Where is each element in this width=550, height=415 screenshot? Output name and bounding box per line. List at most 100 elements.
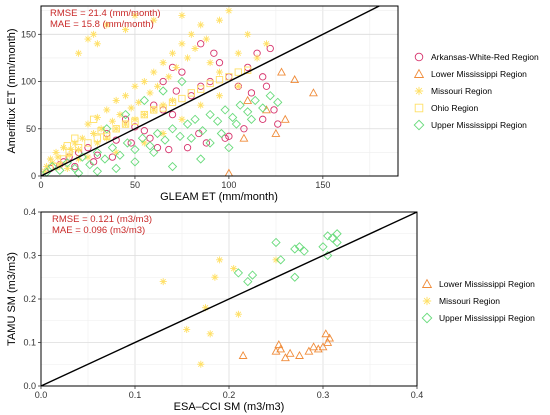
data-point [178, 94, 186, 103]
y-tick-label: 100 [21, 77, 36, 87]
chart-panel-et: 0 50 100 150 0 50 100 150 RMSE = 21.4 (mm/month… [6, 5, 539, 203]
data-point [111, 163, 121, 174]
data-point [127, 139, 135, 147]
data-point [201, 304, 210, 312]
data-point [130, 157, 140, 167]
data-point [46, 155, 54, 163]
data-point [160, 135, 170, 145]
data-point [43, 163, 51, 171]
data-point [178, 11, 186, 19]
data-point [266, 44, 274, 53]
data-point [55, 165, 65, 175]
data-point [253, 54, 261, 62]
data-point [325, 333, 335, 342]
data-point [169, 96, 177, 104]
data-point [233, 268, 244, 278]
mae-annotation-sm: MAE = 0.096 (m3/m3) [52, 225, 145, 236]
data-point [309, 88, 318, 97]
data-point [215, 76, 224, 84]
y-tick-label: 0.0 [23, 381, 36, 391]
x-tick-label: 0.4 [411, 390, 424, 400]
data-point [276, 344, 286, 353]
data-point [165, 73, 173, 81]
data-point [265, 91, 275, 101]
data-point [183, 325, 191, 333]
data-point [103, 134, 111, 142]
data-point [140, 110, 148, 119]
data-point [165, 145, 173, 154]
plot-frame-et [40, 5, 399, 177]
legend-sm: Lower Mississippi Region Missouri Region U… [421, 278, 535, 324]
data-point [186, 133, 196, 143]
y-tick-label: 150 [21, 29, 36, 39]
data-point [211, 273, 219, 281]
data-point [190, 114, 200, 124]
legend-label: Arkansas-White-Red Region [431, 52, 539, 62]
x-tick-label: 50 [130, 180, 140, 190]
data-point [146, 89, 154, 97]
data-point [122, 26, 130, 34]
data-point [295, 350, 304, 359]
data-point [196, 154, 206, 164]
data-point [140, 111, 148, 119]
data-point [197, 101, 205, 109]
data-point [97, 125, 105, 133]
data-point [215, 68, 224, 76]
data-point [159, 104, 167, 112]
data-point [84, 144, 92, 152]
x-tick-label: 0.0 [35, 390, 48, 400]
data-point [63, 164, 71, 172]
legend-marker [414, 86, 424, 96]
x-axis-title-et: GLEAM ET (mm/month) [160, 191, 278, 203]
data-point [153, 144, 162, 152]
data-point [150, 106, 158, 114]
one-to-one-line-sm [40, 211, 418, 387]
data-point [78, 134, 86, 142]
data-point [90, 30, 98, 38]
data-point [159, 129, 167, 138]
data-point [75, 155, 83, 163]
legend-marker [413, 68, 425, 78]
data-point [230, 265, 238, 273]
data-point [271, 128, 281, 137]
mae-annotation-et: MAE = 15.8 (mm/month) [50, 19, 154, 30]
data-point [274, 120, 282, 128]
legend-marker [414, 52, 424, 62]
data-point [84, 120, 92, 128]
data-point [135, 98, 143, 106]
data-point [234, 82, 242, 90]
data-point [247, 270, 258, 280]
data-point [272, 256, 280, 264]
data-point [258, 103, 268, 113]
data-point [172, 63, 180, 71]
data-point [60, 144, 68, 152]
data-point [178, 115, 186, 123]
data-point [137, 133, 148, 143]
data-point [175, 131, 185, 141]
tick-labels-sm: 0.0 0.1 0.2 0.3 0.4 0.0 0.1 0.2 0.3 0.4 [23, 207, 423, 400]
data-point [243, 95, 253, 104]
data-point [244, 30, 252, 38]
data-point [205, 109, 215, 120]
data-point [215, 92, 224, 100]
data-point [234, 310, 242, 318]
data-point [228, 112, 238, 123]
data-point [215, 59, 224, 67]
data-point [184, 54, 192, 62]
y-axis-title-sm: TAMU SM (m3/m3) [6, 252, 18, 346]
data-point [250, 95, 260, 106]
x-tick-label: 0.2 [223, 390, 236, 400]
data-point [178, 40, 186, 48]
data-point [93, 113, 101, 121]
data-point [225, 7, 233, 15]
data-point [234, 49, 242, 57]
data-point [71, 162, 79, 171]
legend-label: Ohio Region [431, 103, 479, 113]
data-point [159, 278, 167, 286]
data-point [294, 242, 305, 252]
data-point [205, 138, 215, 148]
data-point [140, 127, 148, 135]
y-tick-label: 0.3 [23, 251, 36, 261]
data-point [122, 138, 133, 148]
